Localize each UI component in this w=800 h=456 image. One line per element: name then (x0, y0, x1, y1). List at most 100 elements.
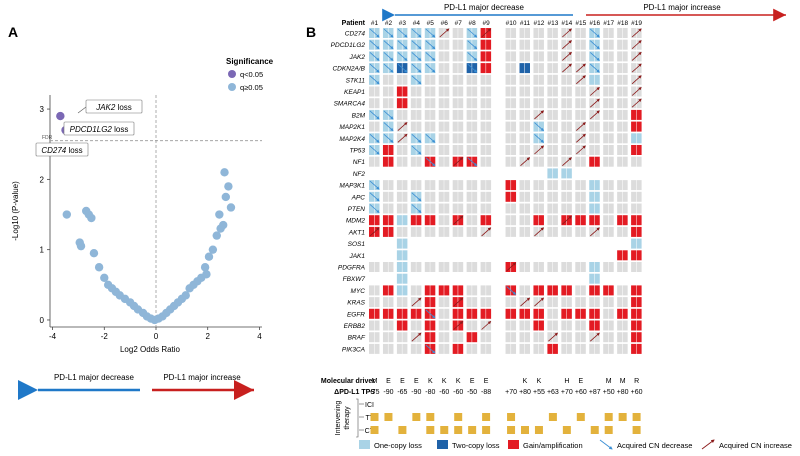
driver-value: K (456, 378, 461, 385)
cell-progression (622, 238, 628, 249)
cell-progression (538, 320, 544, 331)
cell-progression (486, 273, 492, 284)
cell-baseline (505, 98, 511, 109)
cell-progression (430, 109, 436, 120)
cell-baseline (561, 238, 567, 249)
cell-baseline (424, 238, 430, 249)
cn-decrease-arrow (383, 63, 394, 73)
cell-progression (374, 343, 380, 354)
cell-baseline (369, 28, 374, 38)
cell-baseline (547, 273, 553, 284)
cell-progression (552, 250, 558, 261)
cell-progression (636, 215, 642, 226)
cell-progression (622, 168, 628, 179)
cell-baseline (603, 121, 609, 132)
cell-progression (430, 51, 436, 62)
driver-value: K (442, 378, 447, 385)
cell-baseline (410, 238, 416, 249)
therapy-marker (482, 413, 491, 421)
cell-progression (472, 250, 478, 261)
cell-progression (525, 273, 530, 284)
cell-baseline (424, 63, 430, 74)
cell-baseline (466, 39, 472, 50)
cell-baseline (452, 262, 458, 272)
cell-baseline (575, 98, 581, 109)
cell-baseline (617, 250, 623, 261)
cell-progression (374, 39, 380, 50)
cell-progression (525, 121, 530, 132)
cell-progression (636, 191, 642, 202)
cell-baseline (505, 285, 511, 296)
cell-progression (566, 63, 572, 74)
cell-baseline (505, 145, 511, 155)
cell-baseline (438, 191, 444, 202)
cell-progression (458, 203, 464, 214)
cell-baseline (396, 308, 402, 319)
annotation-cd274: CD274 loss (35, 142, 89, 157)
cell-progression (486, 28, 492, 38)
point-nonsignificant (219, 220, 228, 230)
cell-baseline (382, 145, 388, 155)
cell-baseline (533, 343, 539, 354)
cell-baseline (631, 262, 637, 272)
cell-baseline (369, 180, 374, 191)
cell-baseline (533, 156, 539, 167)
cell-baseline (547, 226, 553, 237)
cell-baseline (438, 343, 444, 354)
cell-baseline (631, 109, 637, 120)
therapy-marker (507, 426, 516, 434)
cell-baseline (452, 156, 458, 167)
cell-baseline (519, 262, 525, 272)
cell-progression (444, 145, 450, 155)
cell-baseline (519, 98, 525, 109)
cell-baseline (617, 133, 623, 144)
cell-baseline (452, 98, 458, 109)
scatter-points (56, 111, 236, 325)
cell-baseline (438, 226, 444, 237)
cell-progression (566, 121, 572, 132)
cell-baseline (369, 98, 374, 109)
cell-progression (622, 191, 628, 202)
cell-baseline (410, 145, 416, 155)
cell-baseline (533, 215, 539, 226)
therapy-marker (507, 413, 516, 421)
cell-progression (511, 238, 517, 249)
cell-baseline (452, 285, 458, 296)
therapy-marker (426, 413, 435, 421)
cn-increase-arrow (534, 110, 545, 120)
cell-progression (636, 273, 642, 284)
cell-baseline (410, 262, 416, 272)
cell-progression (430, 262, 436, 272)
gene-label: KEAP1 (344, 89, 365, 96)
cell-baseline (603, 203, 609, 214)
cn-decrease-arrow (467, 157, 478, 167)
cell-baseline (382, 332, 388, 343)
cell-baseline (452, 273, 458, 284)
cell-progression (402, 98, 408, 109)
cell-progression (430, 215, 436, 226)
cn-decrease-arrow (467, 52, 478, 61)
cell-baseline (603, 180, 609, 191)
cell-baseline (369, 86, 374, 97)
cell-progression (511, 297, 517, 308)
patient-label: #13 (547, 20, 558, 27)
y-tick-label: 0 (40, 316, 45, 325)
gene-label: AKT1 (348, 229, 366, 236)
cell-progression (472, 226, 478, 237)
cell-baseline (410, 133, 416, 144)
cell-progression (486, 86, 492, 97)
cell-progression (402, 180, 408, 191)
annotation-jak2: JAK2 loss (77, 99, 143, 114)
cell-progression (538, 191, 544, 202)
cell-baseline (533, 145, 539, 155)
cell-progression (374, 156, 380, 167)
cell-progression (458, 215, 464, 226)
therapy-marker (590, 426, 599, 434)
cell-progression (444, 156, 450, 167)
cell-progression (430, 250, 436, 261)
cell-progression (486, 156, 492, 167)
cell-baseline (396, 238, 402, 249)
cell-progression (538, 145, 544, 155)
